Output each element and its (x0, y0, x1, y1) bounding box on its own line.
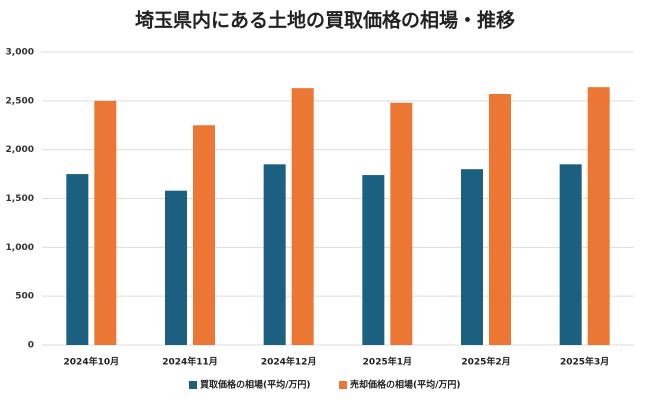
legend-swatch (339, 381, 347, 389)
x-tick-label: 2024年12月 (261, 356, 317, 368)
bar (291, 88, 314, 346)
y-tick-label: 500 (15, 292, 34, 302)
x-tick-label: 2025年2月 (461, 356, 510, 368)
y-tick-label: 1,500 (6, 194, 34, 204)
chart-title: 埼玉県内にある土地の買取価格の相場・推移 (135, 9, 515, 32)
y-tick-label: 0 (28, 341, 34, 351)
bar (489, 93, 511, 345)
bar (193, 125, 215, 345)
y-tick-label: 1,000 (6, 243, 34, 253)
bar (165, 190, 187, 345)
legend-swatch (189, 381, 197, 389)
y-tick-label: 2,500 (6, 96, 34, 106)
x-tick-label: 2024年10月 (64, 356, 120, 368)
legend-label: 買取価格の相場(平均/万円) (200, 379, 311, 391)
bar (559, 164, 582, 345)
bar (66, 174, 89, 345)
bar (263, 164, 286, 345)
x-tick-label: 2024年11月 (162, 356, 218, 368)
y-tick-label: 2,000 (6, 145, 34, 155)
legend-label: 売却価格の相場(平均/万円) (350, 379, 461, 391)
y-tick-label: 3,000 (6, 48, 34, 58)
bar (362, 175, 385, 345)
bar (94, 100, 117, 345)
bar (390, 102, 413, 345)
bar (461, 169, 483, 345)
bar (587, 87, 610, 345)
x-tick-label: 2025年1月 (363, 356, 412, 368)
x-tick-label: 2025年3月 (560, 356, 609, 368)
